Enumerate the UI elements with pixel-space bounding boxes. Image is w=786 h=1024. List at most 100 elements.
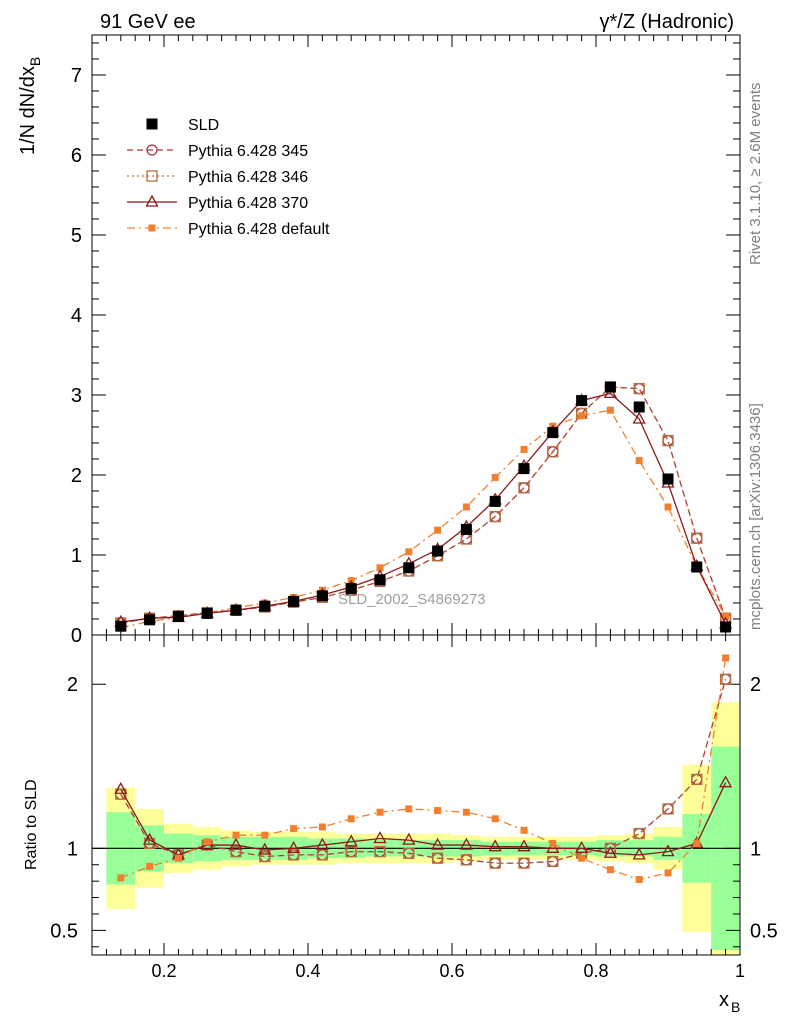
data-marker <box>606 406 614 414</box>
data-marker <box>318 823 326 831</box>
mcplots-label: mcplots.cern.ch [arXiv:1306.3436] <box>747 403 764 630</box>
data-marker <box>664 503 672 511</box>
data-marker <box>460 854 473 866</box>
data-marker <box>518 482 530 494</box>
data-marker <box>664 869 672 877</box>
data-marker <box>405 548 413 556</box>
data-marker <box>374 574 386 586</box>
data-marker <box>290 825 298 833</box>
data-marker <box>460 533 473 545</box>
data-marker <box>146 144 158 156</box>
legend-label: Pythia 6.428 370 <box>188 195 308 212</box>
data-marker <box>633 401 645 413</box>
legend-label: Pythia 6.428 346 <box>188 169 308 186</box>
data-marker <box>431 837 445 850</box>
x-tick-label: 1 <box>735 961 745 981</box>
data-marker <box>143 832 157 845</box>
data-marker <box>376 808 384 816</box>
series-line <box>120 392 727 625</box>
data-marker <box>373 831 387 844</box>
data-marker <box>517 839 531 852</box>
data-marker <box>434 526 442 534</box>
y-tick-label: 3 <box>71 385 82 407</box>
data-marker <box>693 839 701 847</box>
data-marker <box>604 381 616 393</box>
data-marker <box>402 832 416 845</box>
header-right: γ*/Z (Hadronic) <box>600 11 734 33</box>
ratio-y-tick-label: 1 <box>67 838 78 860</box>
watermark: SLD_2002_S4869273 <box>338 591 486 608</box>
data-marker <box>662 434 674 447</box>
main-ylabel: 1/N dN/dxB <box>17 57 43 155</box>
legend-entry: Pythia 6.428 346 <box>127 169 308 186</box>
data-marker <box>722 654 730 662</box>
data-marker <box>115 620 127 632</box>
ratio-ylabel: Ratio to SLD <box>23 779 40 870</box>
data-marker <box>115 788 127 800</box>
data-marker <box>575 840 589 853</box>
data-marker <box>662 434 674 447</box>
series-line <box>120 679 727 864</box>
data-marker <box>691 561 703 573</box>
data-marker <box>258 842 272 855</box>
ratio-panel: 0.2 0.4 0.6 0.8 10.5 0.51 12 2 <box>50 35 778 981</box>
y-tick-label: 5 <box>71 225 82 247</box>
legend-label: SLD <box>188 117 219 134</box>
data-marker <box>117 874 125 882</box>
data-marker <box>316 849 329 861</box>
data-marker <box>633 382 645 395</box>
data-marker <box>720 621 732 633</box>
legend-label: Pythia 6.428 default <box>188 221 330 238</box>
svg-text:x: x <box>719 989 729 1011</box>
data-marker <box>691 773 703 786</box>
data-marker <box>606 866 614 874</box>
data-marker <box>345 845 357 858</box>
data-marker <box>547 427 559 439</box>
data-marker <box>488 839 502 852</box>
data-marker <box>148 224 156 232</box>
data-marker <box>578 412 586 420</box>
data-marker <box>431 852 444 864</box>
data-marker <box>578 854 586 862</box>
ratio-frame <box>91 634 741 956</box>
data-marker <box>144 614 156 626</box>
data-marker <box>603 845 617 858</box>
y-tick-label: 1 <box>71 545 82 567</box>
xlabel: x B <box>719 989 740 1015</box>
data-marker <box>172 611 184 623</box>
svg-text:1/N dN/dxB: 1/N dN/dxB <box>17 57 43 155</box>
data-marker <box>520 826 528 834</box>
data-marker <box>576 395 588 407</box>
data-marker <box>491 815 499 823</box>
legend-entry: Pythia 6.428 default <box>127 221 330 238</box>
legend-entry: Pythia 6.428 345 <box>127 143 308 160</box>
x-tick-label: 0.6 <box>439 961 464 981</box>
data-marker <box>460 523 472 535</box>
data-marker <box>662 803 674 815</box>
data-marker <box>347 815 355 823</box>
ratio-y-tick-label: 0.5 <box>50 920 78 942</box>
legend: SLD Pythia 6.428 345 Pythia 6.428 346 Pythi… <box>127 117 330 238</box>
x-tick-label: 0.2 <box>151 961 176 981</box>
series-line <box>120 782 727 856</box>
y-tick-label: 7 <box>71 65 82 87</box>
data-marker <box>520 445 528 453</box>
data-marker <box>174 854 182 862</box>
data-marker <box>146 118 158 130</box>
data-marker <box>146 862 154 870</box>
data-marker <box>491 473 499 481</box>
y-tick-label: 4 <box>71 305 82 327</box>
data-marker <box>345 583 357 595</box>
data-marker <box>518 857 530 869</box>
data-marker <box>259 600 271 612</box>
data-marker <box>489 857 501 869</box>
data-marker <box>259 850 271 863</box>
data-marker <box>146 170 158 182</box>
data-marker <box>201 607 213 619</box>
legend-entry: SLD <box>146 117 219 134</box>
data-marker <box>261 831 269 839</box>
data-marker <box>203 838 211 846</box>
ratio-y-tick-label-right: 1 <box>750 838 761 860</box>
data-marker <box>635 876 643 884</box>
data-marker <box>315 837 329 850</box>
